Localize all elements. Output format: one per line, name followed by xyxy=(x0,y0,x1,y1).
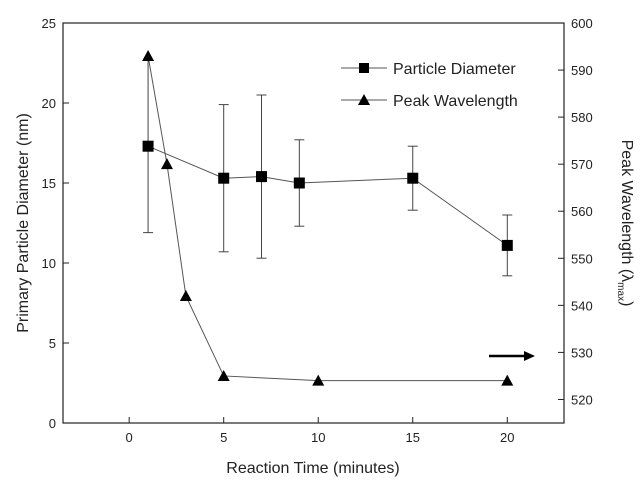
x-tick-label: 10 xyxy=(311,430,325,445)
plot-frame xyxy=(62,22,565,424)
x-axis-title: Reaction Time (minutes) xyxy=(226,460,399,477)
y-tick-label: 20 xyxy=(42,96,56,111)
data-point-square xyxy=(407,172,419,184)
series-layer xyxy=(142,49,514,386)
legend-marker-square xyxy=(359,63,369,73)
y2-tick-label: 560 xyxy=(571,204,593,219)
y2-tick-label: 590 xyxy=(571,63,593,78)
y2-tick-label: 550 xyxy=(571,251,593,266)
arrow-head xyxy=(524,351,535,361)
y2-tick-label: 570 xyxy=(571,157,593,172)
x-tick-label: 0 xyxy=(126,430,133,445)
data-point-triangle xyxy=(501,374,514,386)
legend-label-peak-wavelength: Peak Wavelength xyxy=(393,93,518,110)
data-point-square xyxy=(256,171,268,183)
axis-ticks: 0 5 10 15 20 0 5 10 15 20 25 520 530 540 550 560 570 580 5… xyxy=(42,16,593,445)
data-point-triangle xyxy=(160,158,173,170)
y2-axis-title: Peak Wavelength (λmax) xyxy=(615,140,635,307)
y-tick-label: 10 xyxy=(42,256,56,271)
data-point-square xyxy=(293,177,305,189)
y2-tick-label: 580 xyxy=(571,110,593,125)
y2-tick-label: 520 xyxy=(571,392,593,407)
legend-marker-triangle xyxy=(358,94,370,105)
data-point-triangle xyxy=(142,49,155,61)
data-point-triangle xyxy=(217,369,230,381)
right-axis-arrow xyxy=(489,351,535,361)
data-point-triangle xyxy=(179,289,192,301)
y-tick-label: 0 xyxy=(49,416,56,431)
y-axis-title: Primary Particle Diameter (nm) xyxy=(15,113,32,333)
y2-axis-title-subscript: max xyxy=(615,282,626,301)
legend-label-particle-diameter: Particle Diameter xyxy=(393,61,516,78)
data-point-square xyxy=(142,140,154,152)
legend: Particle Diameter Peak Wavelength xyxy=(341,61,518,110)
x-tick-label: 15 xyxy=(406,430,420,445)
y2-tick-label: 600 xyxy=(571,16,593,31)
x-tick-label: 5 xyxy=(220,430,227,445)
x-tick-label: 20 xyxy=(500,430,514,445)
y2-tick-label: 540 xyxy=(571,298,593,313)
series-line xyxy=(147,55,508,382)
y-tick-label: 5 xyxy=(49,336,56,351)
y-tick-label: 25 xyxy=(42,16,56,31)
series-line xyxy=(147,145,508,246)
data-point-triangle xyxy=(312,374,325,386)
y2-tick-label: 530 xyxy=(571,345,593,360)
y2-axis-title-main: Peak Wavelength (λ xyxy=(618,140,635,283)
y2-axis-title-close: ) xyxy=(618,301,635,306)
data-point-square xyxy=(501,239,513,251)
y-tick-label: 15 xyxy=(42,176,56,191)
data-point-square xyxy=(218,172,230,184)
